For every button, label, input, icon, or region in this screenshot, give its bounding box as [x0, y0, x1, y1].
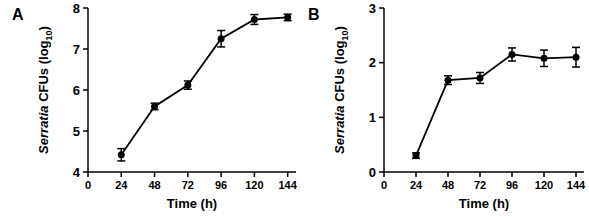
x-axis [384, 171, 584, 173]
x-tick-label: 120 [245, 179, 263, 191]
panel: A 4 5 6 7 8 0 24 48 72 96 120 144 Time (h) Serratia CF… [12, 1, 298, 212]
marker [184, 82, 191, 89]
y-tick [83, 130, 88, 132]
error-bar [151, 103, 159, 110]
plot-area [117, 14, 291, 161]
x-tick-label: 96 [506, 179, 518, 191]
marker [573, 54, 580, 61]
x-tick [287, 172, 289, 177]
x-tick [87, 172, 89, 177]
y-tick-label: 8 [73, 1, 80, 16]
y-tick-label: 3 [369, 1, 376, 16]
y-tick [83, 48, 88, 50]
x-tick [543, 172, 545, 177]
error-bar [508, 48, 516, 61]
x-axis [88, 171, 296, 173]
y-tick [83, 89, 88, 91]
error-bar [540, 50, 548, 66]
x-tick-label: 120 [535, 179, 553, 191]
x-axis-label: Time (h) [459, 196, 509, 211]
panel-label: B [308, 6, 320, 23]
y-axis [383, 8, 385, 172]
x-tick [479, 172, 481, 177]
y-axis-label: Serratia CFUs (log10) [36, 26, 54, 154]
x-axis-label: Time (h) [167, 196, 217, 211]
marker [541, 55, 548, 62]
y-tick-label: 5 [73, 124, 80, 139]
x-tick-label: 24 [115, 179, 128, 191]
x-tick-label: 48 [148, 179, 160, 191]
error-bar [284, 14, 292, 21]
figure: A45678024487296120144Time (h)Serratia CF… [0, 0, 589, 217]
x-tick [511, 172, 513, 177]
y-tick [379, 117, 384, 119]
series-line [416, 54, 576, 155]
error-bar [250, 15, 258, 25]
x-tick [447, 172, 449, 177]
x-tick-label: 72 [474, 179, 486, 191]
y-tick-label: 2 [369, 55, 376, 70]
x-tick-label: 24 [410, 179, 423, 191]
marker [509, 51, 516, 58]
y-tick-label: 4 [73, 165, 81, 180]
marker [151, 103, 158, 110]
marker [445, 77, 452, 84]
x-tick-label: 96 [215, 179, 227, 191]
x-tick [383, 172, 385, 177]
error-bar [476, 73, 484, 84]
marker [284, 14, 291, 21]
panel-label: A [12, 6, 24, 23]
x-tick-label: 48 [442, 179, 454, 191]
marker [118, 151, 125, 158]
marker [251, 16, 258, 23]
marker [413, 152, 420, 159]
error-bar [412, 153, 420, 158]
error-bar [117, 149, 125, 161]
x-tick-label: 0 [381, 179, 387, 191]
x-tick-label: 144 [567, 179, 586, 191]
y-tick-label: 6 [73, 83, 80, 98]
x-tick [187, 172, 189, 177]
x-tick-label: 144 [279, 179, 298, 191]
x-tick [121, 172, 123, 177]
error-bar [184, 81, 192, 89]
x-tick-label: 0 [85, 179, 91, 191]
y-tick [83, 7, 88, 9]
marker [477, 74, 484, 81]
y-tick-label: 1 [369, 110, 376, 125]
error-bar [444, 76, 452, 85]
x-tick [575, 172, 577, 177]
marker [218, 35, 225, 42]
x-tick [254, 172, 256, 177]
series-line [121, 17, 287, 154]
error-bar [217, 31, 225, 47]
y-axis-label: Serratia CFUs (log10) [332, 26, 350, 154]
y-tick-label: 0 [369, 165, 376, 180]
y-tick-label: 7 [73, 42, 80, 57]
y-tick [379, 62, 384, 64]
x-tick [220, 172, 222, 177]
x-tick [154, 172, 156, 177]
x-tick-label: 72 [182, 179, 194, 191]
error-bar [572, 47, 580, 67]
x-tick [415, 172, 417, 177]
panel: B 0 1 2 3 0 24 48 72 96 120 144 Time (h) Serratia CFU… [308, 1, 586, 212]
y-tick [379, 7, 384, 9]
plot-area [412, 47, 580, 159]
